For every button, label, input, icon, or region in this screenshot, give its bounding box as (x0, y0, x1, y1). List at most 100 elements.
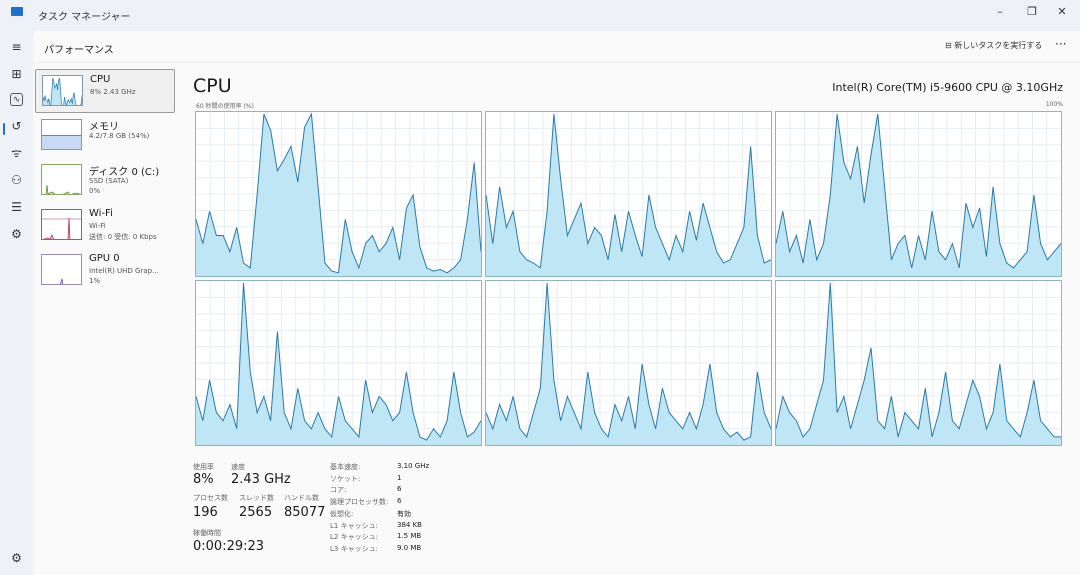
core-graph-3 (195, 280, 482, 446)
detail-row: L2 キャッシュ: 1.5 MB (330, 532, 470, 542)
performance-icon[interactable]: ∿ (10, 93, 23, 106)
detail-key: L1 キャッシュ: (330, 521, 378, 530)
resource-name: Wi-Fi (89, 208, 113, 219)
detail-key: コア: (330, 486, 347, 495)
core-graph-2 (775, 111, 1062, 277)
resource-disk[interactable]: ディスク 0 (C:) SSD (SATA) 0% (35, 159, 175, 203)
speed-label: 速度 (231, 463, 245, 471)
close-button[interactable]: ✕ (1057, 5, 1067, 18)
usage-line (486, 282, 771, 441)
detail-row: ソケット: 1 (330, 474, 470, 484)
usage-area (486, 114, 771, 276)
uptime-label: 稼働時間 (193, 529, 221, 537)
core-graph-0 (195, 111, 482, 277)
memory-thumbnail (41, 119, 82, 150)
resource-usage: 0% (89, 187, 101, 195)
handles-value: 85077 (284, 505, 326, 520)
usage-line (196, 282, 481, 441)
resource-name: CPU (90, 74, 111, 85)
resource-cpu[interactable]: CPU 8% 2.43 GHz (35, 69, 175, 113)
wifi-thumbnail (41, 209, 82, 240)
page-header: パフォーマンス ⊟ 新しいタスクを実行する ··· (33, 31, 1080, 63)
resource-detail: Intel(R) UHD Grap... (89, 267, 159, 275)
page-title: パフォーマンス (44, 45, 114, 56)
processes-icon[interactable]: ⊞ (11, 67, 22, 81)
resource-wifi[interactable]: Wi-Fi Wi-Fi 送信: 0 受信: 0 Kbps (35, 204, 175, 248)
usage-area (776, 283, 1061, 445)
detail-key: ソケット: (330, 474, 361, 483)
usage-area (196, 114, 481, 276)
handles-label: ハンドル数 (284, 494, 319, 502)
processes-value: 196 (193, 505, 218, 520)
usage-area (196, 283, 481, 445)
detail-value: 有効 (397, 509, 411, 518)
resource-memory[interactable]: メモリ 4.2/7.8 GB (54%) (35, 114, 175, 158)
services-icon[interactable]: ⚙ (11, 227, 22, 241)
cpu-stats: 使用率 8% 速度 2.43 GHz プロセス数 196 スレッド数 2565 … (193, 462, 593, 572)
resource-list: CPU 8% 2.43 GHz メモリ 4.2/7.8 GB (54%) ディス… (35, 69, 175, 294)
detail-row: L1 キャッシュ: 384 KB (330, 521, 470, 531)
detail-key: 論理プロセッサ数: (330, 498, 389, 507)
usage-line (776, 282, 1061, 438)
usage-line (776, 113, 1061, 269)
gpu-thumbnail (41, 254, 82, 285)
main-panel: パフォーマンス ⊟ 新しいタスクを実行する ··· CPU 8% 2.43 GH… (33, 31, 1080, 575)
cpu-thumbnail (42, 75, 83, 106)
core-graph-4 (485, 280, 772, 446)
app-history-icon[interactable]: ↺ (11, 119, 22, 133)
detail-value: 1 (397, 473, 402, 482)
resource-detail: SSD (SATA) (89, 177, 129, 185)
usage-area (43, 78, 82, 105)
usage-area (776, 114, 1061, 276)
detail-value: 6 (397, 485, 402, 494)
detail-row: L3 キャッシュ: 9.0 MB (330, 544, 470, 554)
usage-line (43, 77, 82, 105)
hamburger-icon[interactable]: ≡ (11, 40, 22, 54)
threads-value: 2565 (239, 505, 273, 520)
maximize-button[interactable]: ❐ (1027, 5, 1037, 18)
settings-icon[interactable]: ⚙ (11, 551, 22, 565)
detail-row: 仮想化: 有効 (330, 509, 470, 519)
graph-axis-max: 100% (1045, 101, 1063, 108)
run-task-icon: ⊟ (945, 41, 955, 50)
detail-key: L2 キャッシュ: (330, 533, 378, 542)
detail-row: 基本速度: 3.10 GHz (330, 462, 470, 472)
run-task-label: 新しいタスクを実行する (954, 41, 1043, 50)
selected-indicator (3, 123, 5, 135)
usage-area (486, 283, 771, 445)
resource-detail: 8% 2.43 GHz (90, 88, 136, 96)
cpu-model: Intel(R) Core(TM) i5-9600 CPU @ 3.10GHz (832, 81, 1063, 94)
detail-key: 基本速度: (330, 463, 361, 471)
resource-detail: Wi-Fi (89, 222, 106, 230)
disk-thumbnail (41, 164, 82, 195)
detail-value: 1.5 MB (397, 532, 422, 541)
detail-value: 6 (397, 497, 402, 506)
run-new-task-button[interactable]: ⊟ 新しいタスクを実行する (945, 40, 1042, 51)
cpu-heading: CPU (193, 75, 232, 97)
usage-value: 8% (193, 472, 214, 487)
usage-label: 使用率 (193, 463, 214, 471)
detail-row: 論理プロセッサ数: 6 (330, 497, 470, 507)
users-icon[interactable]: ⚇ (11, 173, 22, 187)
resource-usage: 送信: 0 受信: 0 Kbps (89, 233, 157, 241)
graph-axis-label: 60 秒間の使用率 (%) (196, 103, 254, 110)
nav-rail: ≡ ⊞ ∿ ↺ ᯤ ⚇ ☰ ⚙ ⚙ (0, 31, 33, 575)
usage-line (196, 112, 481, 274)
detail-row: コア: 6 (330, 485, 470, 495)
resource-gpu[interactable]: GPU 0 Intel(R) UHD Grap... 1% (35, 249, 175, 293)
resource-detail: 4.2/7.8 GB (54%) (89, 132, 150, 140)
minimize-button[interactable]: – (997, 5, 1003, 18)
title-bar: タスク マネージャー – ❐ ✕ (0, 0, 1080, 31)
detail-value: 3.10 GHz (397, 462, 430, 470)
detail-value: 9.0 MB (397, 543, 422, 552)
startup-icon[interactable]: ᯤ (11, 146, 22, 160)
resource-name: メモリ (89, 122, 119, 133)
more-options-button[interactable]: ··· (1055, 37, 1067, 51)
usage-line (486, 113, 771, 269)
uptime-value: 0:00:29:23 (193, 539, 265, 554)
window-title: タスク マネージャー (38, 12, 131, 23)
details-icon[interactable]: ☰ (11, 200, 22, 214)
speed-value: 2.43 GHz (231, 472, 291, 487)
core-graphs (195, 111, 1062, 446)
core-graph-5 (775, 280, 1062, 446)
